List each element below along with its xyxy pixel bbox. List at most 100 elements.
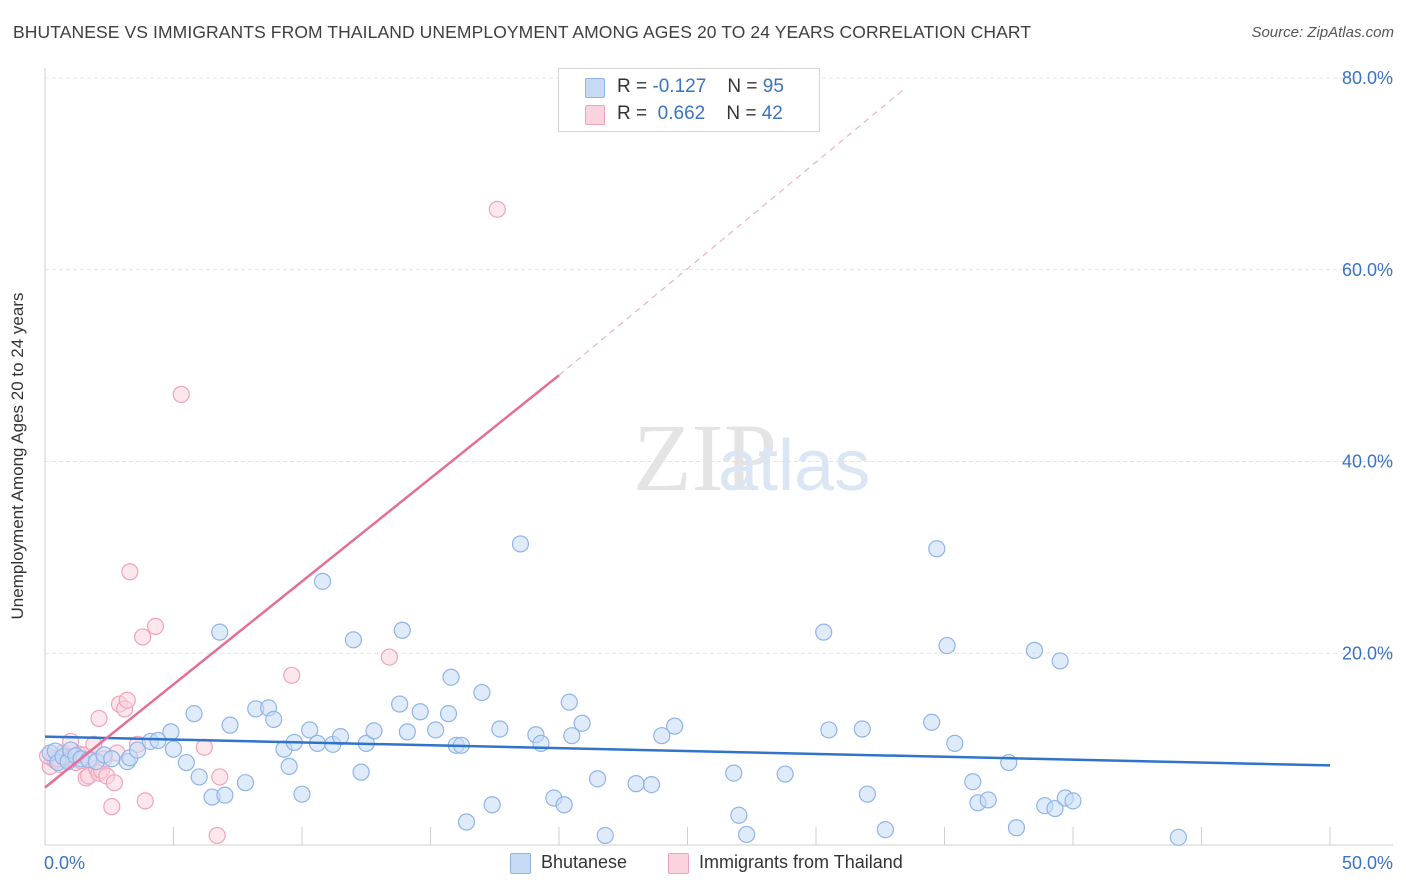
bhutanese-point — [411, 703, 429, 721]
bhutanese-point — [344, 631, 362, 649]
n-label: N = — [727, 76, 758, 97]
bhutanese-point — [293, 785, 311, 803]
bhutanese-point — [164, 740, 183, 758]
y-tick-label: 60.0% — [1342, 260, 1393, 280]
y-tick-label: 40.0% — [1342, 452, 1393, 472]
thailand-swatch — [585, 105, 605, 125]
bhutanese-point — [162, 723, 180, 741]
thailand-point — [380, 648, 398, 666]
bhutanese-point — [352, 763, 370, 781]
bhutanese-point — [491, 720, 509, 738]
bhutanese-point — [1007, 819, 1026, 837]
r-value-thailand: 0.662 — [657, 103, 706, 124]
bhutanese-trend-line — [44, 735, 1331, 767]
bhutanese-legend-label: Bhutanese — [541, 852, 628, 872]
thailand-point — [172, 385, 190, 403]
bhutanese-point — [938, 636, 956, 655]
y-tick-label: 20.0% — [1342, 643, 1393, 663]
thailand-point — [283, 666, 301, 684]
bhutanese-point — [627, 775, 645, 793]
axes — [44, 68, 1393, 846]
tick-labels: 20.0% 40.0% 60.0% 80.0% 0.0% 50.0% — [44, 68, 1393, 873]
bhutanese-point — [442, 668, 460, 686]
bhutanese-swatch — [585, 78, 605, 98]
y-axis-label: Unemployment Among Ages 20 to 24 years — [8, 292, 27, 620]
bhutanese-point — [815, 623, 833, 641]
bhutanese-point — [391, 695, 409, 713]
bhutanese-point — [473, 683, 491, 702]
thailand-point — [134, 628, 152, 646]
bhutanese-point — [313, 572, 332, 590]
bhutanese-point — [725, 764, 743, 782]
bhutanese-point — [221, 716, 239, 734]
bhutanese-point — [365, 722, 383, 740]
source-label: Source: ZipAtlas.com — [1251, 24, 1394, 41]
bhutanese-point — [946, 734, 964, 752]
bhutanese-legend-swatch — [510, 853, 531, 874]
bhutanese-point — [1025, 641, 1044, 659]
n-label: N = — [726, 103, 757, 124]
bhutanese-point — [185, 705, 203, 723]
correlation-legend: R = -0.127 N = 95 R = 0.662 N = 42 — [558, 68, 820, 132]
x-tick-label: 0.0% — [44, 853, 85, 873]
n-value-thailand: 42 — [761, 103, 783, 124]
thailand-point — [208, 826, 226, 845]
gridlines — [45, 77, 1393, 654]
bhutanese-point — [964, 773, 982, 791]
thailand-point — [121, 563, 139, 581]
bhutanese-point — [439, 705, 458, 723]
thailand-legend-swatch — [668, 853, 689, 874]
bhutanese-point — [216, 786, 234, 804]
bhutanese-point — [596, 826, 614, 845]
r-label: R = — [617, 76, 648, 97]
thailand-point — [136, 792, 154, 810]
bhutanese-point — [427, 721, 445, 739]
n-value-bhutanese: 95 — [762, 76, 784, 97]
thailand-point — [103, 798, 121, 816]
thailand-trend-line — [44, 374, 560, 789]
trend-lines — [44, 87, 1331, 789]
r-value-bhutanese: -0.127 — [652, 76, 707, 97]
bhutanese-point — [563, 727, 581, 745]
bhutanese-point — [1064, 792, 1082, 810]
thailand-point — [211, 768, 229, 786]
bhutanese-point — [190, 768, 208, 786]
bhutanese-point — [280, 757, 298, 775]
bhutanese-point — [1046, 799, 1064, 818]
thailand-point — [488, 200, 506, 218]
bhutanese-point — [555, 796, 573, 814]
bhutanese-point — [331, 728, 350, 746]
bhutanese-point — [560, 693, 578, 711]
thailand-point — [146, 617, 165, 636]
bhutanese-point — [211, 623, 229, 641]
chart-title: BHUTANESE VS IMMIGRANTS FROM THAILAND UN… — [13, 22, 1032, 42]
bhutanese-point — [177, 753, 195, 772]
bhutanese-point — [483, 796, 501, 814]
bhutanese-point — [666, 717, 684, 735]
bhutanese-point — [301, 721, 319, 739]
bhutanese-point — [820, 721, 838, 739]
bhutanese-point — [1169, 828, 1187, 846]
bhutanese-point — [573, 714, 591, 732]
bhutanese-point — [738, 825, 756, 844]
bhutanese-point — [858, 785, 877, 803]
bhutanese-point — [876, 821, 894, 839]
thailand-point — [118, 691, 136, 709]
thailand-trend-extension — [558, 87, 907, 376]
bhutanese-point — [511, 535, 530, 553]
bhutanese-point — [642, 775, 661, 794]
bhutanese-point — [398, 723, 416, 741]
bhutanese-point — [776, 765, 794, 783]
bhutanese-point — [1051, 652, 1069, 670]
bhutanese-point — [128, 741, 147, 759]
bhutanese-point — [853, 720, 871, 738]
thailand-legend-label: Immigrants from Thailand — [699, 852, 903, 872]
bhutanese-point — [923, 713, 941, 731]
bhutanese-point — [265, 710, 283, 729]
bhutanese-point — [588, 770, 607, 788]
bhutanese-point — [730, 806, 748, 824]
bhutanese-point — [236, 774, 255, 792]
bhutanese-point — [653, 727, 671, 745]
thailand-point — [105, 774, 123, 792]
thailand-point — [90, 709, 108, 728]
